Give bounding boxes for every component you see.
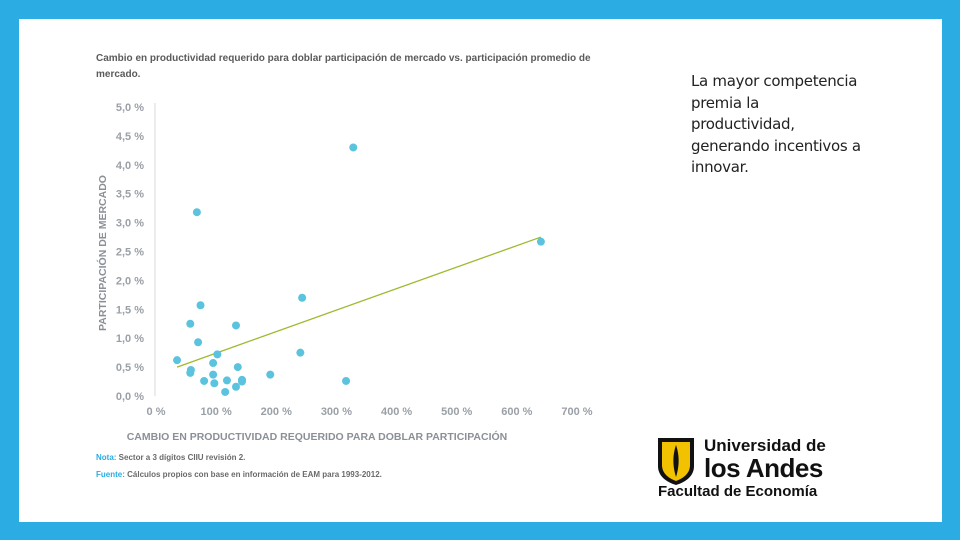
- slide-caption: La mayor competencia premia la productiv…: [691, 72, 861, 176]
- chart-title: Cambio en productividad requerido para d…: [96, 53, 591, 80]
- data-point: [209, 359, 218, 368]
- data-point: [238, 377, 247, 386]
- x-tick-label: 100 %: [201, 406, 232, 418]
- y-tick-label: 3,0 %: [116, 218, 144, 230]
- data-point: [192, 208, 201, 217]
- x-tick-label: 500 %: [441, 406, 472, 418]
- x-tick-label: 0 %: [147, 406, 166, 418]
- data-point: [536, 237, 545, 246]
- data-point: [342, 376, 351, 385]
- data-point: [231, 321, 240, 330]
- data-point: [209, 370, 218, 379]
- y-tick-label: 0,0 %: [116, 391, 144, 403]
- logo-line-1: Universidad de: [704, 436, 826, 455]
- scatter-chart: 0,0 % 0,5 % 1,0 % 1,5 % 2,0 % 2,5 % 3,0 % 3,5 %…: [96, 102, 593, 443]
- data-point: [186, 319, 195, 328]
- logo-line-2: los Andes: [704, 453, 823, 483]
- data-point: [298, 293, 307, 302]
- slide: Cambio en productividad requerido para d…: [19, 19, 942, 522]
- y-tick-label: 0,5 %: [116, 362, 144, 374]
- y-tick-label: 3,5 %: [116, 189, 144, 201]
- x-tick-label: 600 %: [501, 406, 532, 418]
- data-point: [196, 301, 205, 310]
- data-point: [231, 382, 240, 391]
- data-point: [213, 350, 222, 359]
- data-point: [173, 356, 182, 365]
- y-tick-label: 5,0 %: [116, 102, 144, 114]
- data-point: [266, 370, 275, 379]
- logo-line-3: Facultad de Economía: [658, 483, 818, 500]
- chart-note: Nota: Sector a 3 dígitos CIIU revisión 2…: [96, 453, 245, 462]
- chart-source: Fuente: Cálculos propios con base en inf…: [96, 470, 382, 479]
- x-axis-label: CAMBIO EN PRODUCTIVIDAD REQUERIDO PARA D…: [127, 430, 508, 443]
- data-point: [194, 338, 203, 347]
- y-tick-label: 4,0 %: [116, 160, 144, 172]
- data-point: [233, 363, 242, 372]
- x-tick-label: 300 %: [321, 406, 352, 418]
- university-logo: Universidad de los Andes Facultad de Eco…: [656, 436, 836, 506]
- y-tick-label: 2,0 %: [116, 275, 144, 287]
- data-point: [222, 376, 231, 385]
- y-tick-label: 1,0 %: [116, 333, 144, 345]
- note-text: Sector a 3 dígitos CIIU revisión 2.: [116, 453, 246, 462]
- y-tick-label: 2,5 %: [116, 247, 144, 259]
- data-point: [296, 348, 305, 357]
- note-label: Nota:: [96, 453, 117, 462]
- trendline: [176, 236, 542, 368]
- shield-icon: [658, 438, 694, 485]
- x-tick-label: 700 %: [561, 406, 592, 418]
- x-tick-label: 400 %: [381, 406, 412, 418]
- data-point: [349, 143, 358, 152]
- data-point: [221, 387, 230, 396]
- source-text: Cálculos propios con base en información…: [124, 470, 382, 479]
- x-tick-label: 200 %: [261, 406, 292, 418]
- y-tick-label: 1,5 %: [116, 304, 144, 316]
- source-label: Fuente:: [96, 470, 125, 479]
- data-point: [210, 379, 219, 388]
- y-tick-label: 4,5 %: [116, 131, 144, 143]
- data-point: [186, 368, 195, 377]
- data-point: [200, 376, 209, 385]
- y-axis-label: PARTICIPACIÓN DE MERCADO: [96, 175, 109, 331]
